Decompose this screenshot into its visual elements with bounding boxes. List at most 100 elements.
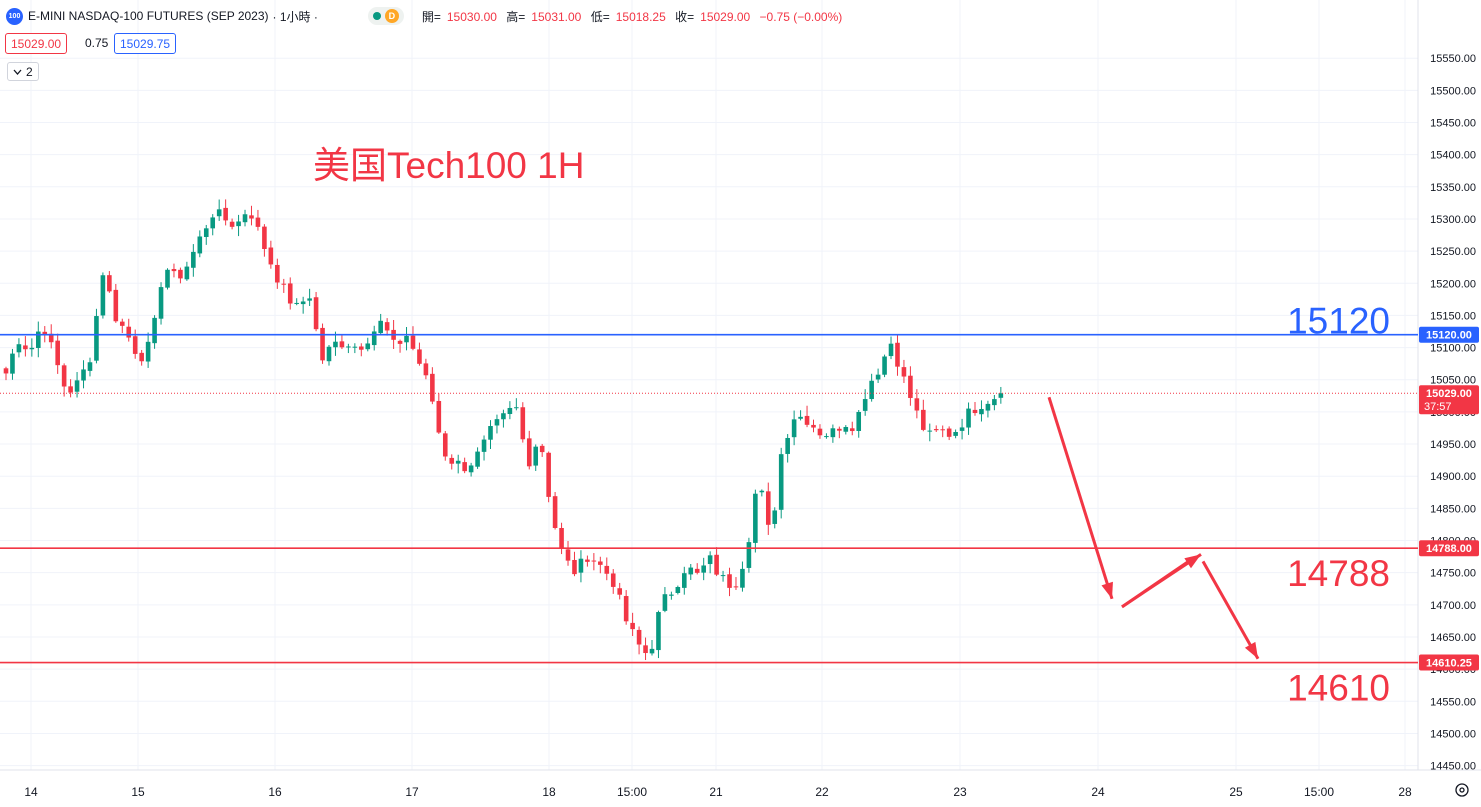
- interval-label[interactable]: · 1小時 ·: [272, 9, 318, 24]
- candle-body: [507, 407, 513, 415]
- time-axis[interactable]: 14 15 16 17 18 15:00 21 22 23 24 25 15:00 28: [24, 785, 1412, 799]
- y-tick-label: 15550.00: [1430, 53, 1476, 65]
- y-tick-label: 14550.00: [1430, 696, 1476, 708]
- candle-body: [268, 247, 274, 265]
- candle-body: [397, 340, 403, 344]
- candle-body: [985, 403, 991, 411]
- x-tick-label: 17: [405, 785, 419, 799]
- indicators-collapse-button[interactable]: 2: [7, 62, 39, 81]
- level-price-tag-text: 15120.00: [1426, 330, 1472, 342]
- ohlc-values: 開= 15030.00 高= 15031.00 低= 15018.25 收= 15029…: [422, 8, 842, 25]
- y-tick-label: 14500.00: [1430, 728, 1476, 740]
- candle-body: [572, 559, 577, 575]
- candle-body: [287, 283, 293, 304]
- candle-body: [107, 275, 112, 292]
- candle-body: [455, 460, 461, 464]
- candle-body: [927, 430, 933, 432]
- last-price-tag-text: 15029.00: [1426, 388, 1472, 400]
- candle-body: [552, 496, 558, 528]
- candle-body: [475, 451, 480, 467]
- symbol-title[interactable]: E-MINI NASDAQ-100 FUTURES (SEP 2023): [28, 9, 269, 23]
- level-price-tag: [1419, 326, 1479, 343]
- candle-body: [966, 408, 971, 428]
- candle-body: [171, 269, 177, 272]
- y-tick-label: 14950.00: [1430, 439, 1476, 451]
- candle-body: [869, 380, 874, 400]
- x-tick-label: 24: [1091, 785, 1105, 799]
- candle-body: [856, 411, 862, 431]
- candle-body: [727, 574, 732, 588]
- candle-body: [791, 419, 797, 438]
- candle-body: [610, 573, 616, 587]
- candle-body: [669, 594, 674, 596]
- candle-body: [759, 490, 765, 493]
- candle-body: [442, 433, 448, 457]
- chart-legend[interactable]: 100 E-MINI NASDAQ-100 FUTURES (SEP 2023)…: [6, 7, 842, 25]
- candle-body: [501, 413, 506, 420]
- candle-body: [817, 428, 823, 436]
- level-price-tag: [1419, 654, 1479, 671]
- candle-body: [753, 493, 758, 543]
- candle-body: [643, 645, 648, 654]
- open-label: 開=: [421, 9, 441, 24]
- x-tick-label: 15:00: [1304, 785, 1334, 799]
- x-tick-label: 21: [709, 785, 723, 799]
- candle-body: [430, 373, 435, 402]
- y-tick-label: 15100.00: [1430, 343, 1476, 355]
- candle-body: [281, 283, 287, 285]
- candle-body: [972, 409, 978, 414]
- candle-body: [449, 457, 455, 464]
- level-price-tag-text: 14610.25: [1426, 658, 1472, 670]
- projection-arrows-layer: [1047, 396, 1260, 660]
- buy-price-button[interactable]: 15029.75: [114, 33, 177, 54]
- candle-body: [849, 428, 855, 432]
- candle-body: [959, 427, 965, 431]
- candle-body: [165, 269, 170, 288]
- candle-body: [16, 344, 22, 353]
- settings-gear-icon[interactable]: [1452, 780, 1472, 800]
- candle-body: [946, 428, 952, 437]
- candle-body: [765, 491, 771, 525]
- candle-body: [410, 335, 416, 349]
- candle-body: [313, 297, 319, 330]
- candle-body: [908, 375, 913, 398]
- candle-body: [365, 343, 371, 350]
- change-value: −0.75 (−0.00%): [759, 9, 843, 24]
- countdown-text: 37:57: [1424, 401, 1452, 413]
- candle-body: [598, 561, 603, 565]
- open-value: 15030.00: [446, 9, 497, 24]
- x-tick-label: 14: [24, 785, 38, 799]
- sell-price-button[interactable]: 15029.00: [5, 33, 68, 54]
- y-tick-label: 14750.00: [1430, 568, 1476, 580]
- market-status-pill[interactable]: D: [367, 7, 404, 25]
- x-tick-label: 16: [268, 785, 282, 799]
- candle-body: [436, 400, 442, 433]
- candle-body: [901, 367, 907, 377]
- x-tick-label: 23: [953, 785, 967, 799]
- x-tick-label: 25: [1229, 785, 1243, 799]
- low-value: 15018.25: [615, 9, 666, 24]
- candle-body: [23, 345, 28, 350]
- candle-body: [940, 429, 945, 431]
- candle-body: [55, 340, 60, 366]
- high-value: 15031.00: [531, 9, 582, 24]
- candle-body: [423, 363, 429, 376]
- candle-body: [979, 408, 984, 415]
- candle-body: [591, 560, 597, 562]
- candle-body: [384, 322, 390, 331]
- candle-body: [837, 428, 842, 431]
- last-price-tag: [1419, 385, 1479, 415]
- candle-body: [875, 374, 881, 380]
- x-tick-label: 18: [542, 785, 556, 799]
- candle-body: [294, 302, 299, 304]
- candle-body: [216, 209, 222, 217]
- level-price-tag: [1419, 540, 1479, 557]
- candle-body: [804, 415, 810, 425]
- candle-body: [378, 320, 383, 334]
- symbol-logo-icon: 100: [6, 7, 23, 25]
- projection-arrow-line: [1201, 560, 1260, 660]
- candle-body: [921, 409, 926, 430]
- candle-body: [236, 221, 241, 227]
